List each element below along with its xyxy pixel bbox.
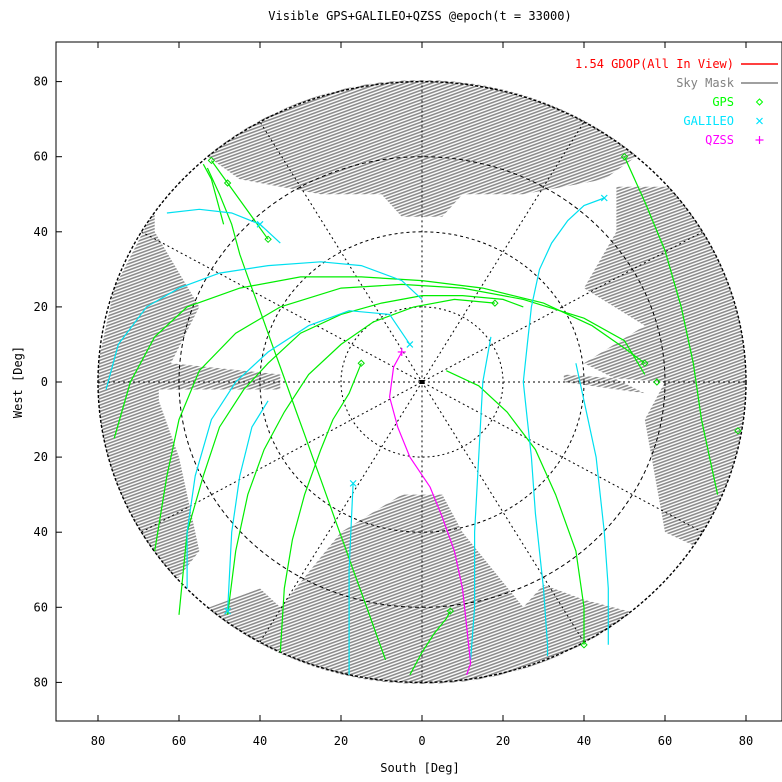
- gps-track: [113, 276, 646, 439]
- sky-mask-clip-group: [98, 80, 746, 684]
- gps-point: [491, 299, 499, 307]
- x-tick-label: 60: [172, 734, 186, 748]
- legend-plus-sample: [755, 136, 764, 144]
- polar-grid: [97, 80, 747, 684]
- y-tick-label: 80: [34, 75, 48, 89]
- zenith-marker: [420, 380, 424, 384]
- y-axis-ticks: 80 60 40 20 0 20 40 60 80: [34, 75, 62, 689]
- legend-label: 1.54 GDOP(All In View): [575, 57, 734, 71]
- gps-point: [223, 179, 232, 187]
- galileo-track: [186, 310, 411, 589]
- legend-label: Sky Mask: [676, 76, 735, 90]
- grid-spoke: [141, 231, 703, 533]
- x-tick-label: 80: [739, 734, 753, 748]
- y-tick-label: 20: [34, 300, 48, 314]
- galileo-track: [105, 261, 423, 390]
- sky-mask-region-east: [563, 186, 746, 551]
- gps-track: [178, 295, 524, 615]
- x-axis-ticks: 80 60 40 20 0 20 40 60 80: [91, 42, 753, 748]
- gps-track: [227, 298, 495, 615]
- legend-label: QZSS: [705, 133, 734, 147]
- gps-point: [357, 359, 365, 367]
- legend-label: GALILEO: [683, 114, 734, 128]
- gps-track: [202, 163, 225, 225]
- sky-mask-region-north: [170, 80, 674, 217]
- legend: 1.54 GDOP(All In View) Sky Mask GPS GALILEO…: [575, 57, 778, 147]
- galileo-track: [227, 400, 269, 612]
- x-tick-label: 40: [253, 734, 267, 748]
- y-tick-label: 0: [41, 375, 48, 389]
- y-tick-label: 60: [34, 600, 48, 614]
- galileo-point: [600, 194, 608, 202]
- gps-point: [620, 152, 629, 161]
- gps-track: [446, 370, 585, 645]
- sky-mask-regions: [98, 80, 746, 684]
- y-tick-label: 40: [34, 225, 48, 239]
- gps-point: [264, 235, 272, 244]
- y-tick-label: 80: [34, 675, 48, 689]
- x-axis-label: South [Deg]: [380, 761, 459, 775]
- grid-spoke: [141, 231, 703, 533]
- gps-track: [409, 610, 451, 676]
- x-tick-label: 0: [418, 734, 425, 748]
- qzss-track: [388, 351, 472, 676]
- gps-point: [641, 359, 649, 367]
- galileo-track: [470, 336, 492, 660]
- galileo-point: [349, 479, 357, 487]
- sky-mask-region-west: [98, 209, 281, 589]
- qzss-point: [397, 347, 406, 356]
- y-tick-label: 20: [34, 450, 48, 464]
- galileo-point: [224, 607, 232, 615]
- x-tick-label: 20: [334, 734, 348, 748]
- gps-point: [207, 156, 216, 165]
- legend-x-sample: [756, 117, 763, 125]
- legend-label: GPS: [712, 95, 734, 109]
- gps-track: [206, 167, 387, 661]
- x-tick-label: 20: [496, 734, 510, 748]
- galileo-track: [166, 208, 281, 244]
- galileo-point: [406, 341, 414, 348]
- x-tick-label: 60: [658, 734, 672, 748]
- gps-point: [446, 607, 455, 615]
- y-axis-label: West [Deg]: [11, 346, 25, 418]
- satellite-tracks: [105, 156, 719, 676]
- galileo-point: [256, 220, 264, 228]
- chart-title: Visible GPS+GALILEO+QZSS @epoch(t = 3300…: [268, 9, 571, 23]
- legend-diamond-sample: [755, 98, 764, 106]
- gps-track: [623, 156, 719, 495]
- galileo-track: [575, 363, 609, 645]
- galileo-track: [522, 197, 605, 657]
- y-tick-label: 60: [34, 150, 48, 164]
- gps-point: [653, 378, 661, 386]
- gps-point: [734, 427, 742, 435]
- gps-point: [580, 641, 588, 649]
- x-tick-label: 80: [91, 734, 105, 748]
- galileo-track: [348, 483, 354, 675]
- y-tick-label: 40: [34, 525, 48, 539]
- x-tick-label: 40: [577, 734, 591, 748]
- satellite-points: [207, 152, 742, 649]
- gps-track: [279, 362, 362, 653]
- gps-track: [154, 283, 646, 552]
